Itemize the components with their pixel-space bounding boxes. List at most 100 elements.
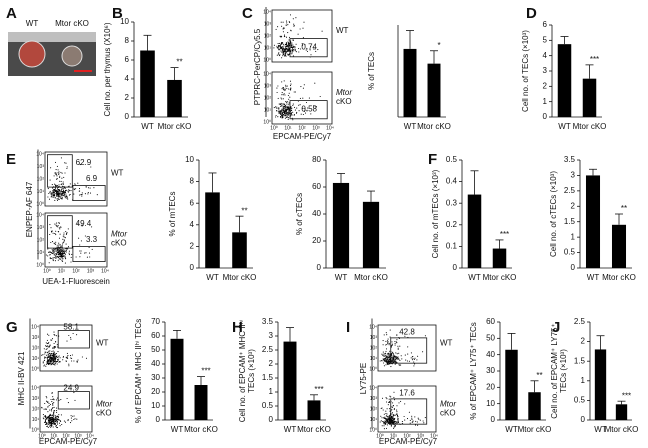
flow-event bbox=[53, 194, 55, 196]
flow-event bbox=[49, 224, 51, 226]
flow-event bbox=[416, 359, 418, 361]
flow-event bbox=[58, 227, 60, 229]
flow-event bbox=[50, 227, 52, 229]
flow-event bbox=[47, 406, 49, 408]
flow-event bbox=[285, 45, 288, 48]
flow-event bbox=[55, 169, 57, 171]
flow-event bbox=[55, 184, 57, 186]
flow-event bbox=[281, 98, 283, 100]
flow-event bbox=[273, 107, 275, 109]
flow-event bbox=[295, 43, 297, 45]
flow-event bbox=[85, 186, 87, 188]
flow-event bbox=[293, 49, 295, 51]
y-axis-label: % of EPCAM⁺ MHC IIʰⁱ TECs bbox=[134, 319, 143, 424]
flow-event bbox=[87, 187, 90, 189]
flow-event bbox=[66, 357, 68, 359]
flow-event bbox=[381, 407, 383, 409]
flow-event bbox=[409, 422, 411, 424]
flow-event bbox=[282, 28, 284, 30]
flow-event bbox=[53, 423, 55, 425]
flow-event bbox=[50, 360, 52, 362]
flow-event bbox=[388, 361, 390, 363]
flow-event bbox=[55, 361, 57, 363]
y-tick-label: 50 bbox=[486, 333, 495, 342]
flow-event bbox=[54, 187, 57, 189]
flow-event bbox=[60, 157, 62, 159]
flow-event bbox=[79, 250, 81, 252]
flow-event bbox=[383, 357, 385, 360]
flow-event bbox=[52, 402, 54, 404]
flow-event bbox=[390, 396, 392, 398]
flow-event bbox=[74, 418, 76, 420]
flow-event bbox=[385, 355, 387, 357]
flow-event bbox=[280, 102, 282, 104]
flow-event bbox=[73, 360, 75, 362]
sample-label: cKO bbox=[96, 409, 112, 418]
flow-event bbox=[51, 184, 53, 186]
flow-event bbox=[56, 397, 58, 399]
flow-event bbox=[276, 54, 278, 56]
flow-frame bbox=[39, 324, 93, 372]
flow-event bbox=[310, 113, 312, 115]
flow-event bbox=[385, 350, 387, 352]
sample-label: Mtor bbox=[111, 230, 127, 239]
flow-event bbox=[53, 192, 56, 194]
flow-event bbox=[391, 357, 393, 359]
flow-event bbox=[53, 351, 55, 353]
flow-event bbox=[303, 21, 305, 23]
flow-event bbox=[283, 49, 285, 51]
flow-event bbox=[61, 250, 63, 252]
flow-event bbox=[62, 181, 64, 183]
flow-event bbox=[285, 84, 287, 86]
flow-event bbox=[388, 398, 390, 400]
flow-event bbox=[48, 419, 50, 421]
flow-event bbox=[62, 235, 64, 237]
flow-event bbox=[290, 108, 292, 110]
flow-event bbox=[54, 359, 56, 361]
flow-event bbox=[419, 419, 421, 421]
flow-event bbox=[44, 351, 46, 353]
flow-event bbox=[63, 254, 65, 256]
flow-event bbox=[392, 416, 394, 418]
flow-event bbox=[275, 28, 277, 30]
flow-event bbox=[56, 199, 59, 202]
flow-event bbox=[49, 357, 51, 359]
flow-event bbox=[63, 234, 65, 236]
flow-event bbox=[293, 91, 295, 93]
flow-event bbox=[44, 408, 47, 410]
x-tick-label: Mtor cKO bbox=[297, 425, 331, 434]
flow-event bbox=[66, 232, 68, 234]
flow-event bbox=[394, 361, 396, 363]
flow-event bbox=[384, 360, 387, 362]
flow-event bbox=[277, 116, 279, 118]
flow-event bbox=[64, 192, 66, 194]
flow-event bbox=[55, 419, 57, 421]
flow-event bbox=[292, 18, 294, 20]
y-axis-label: Cell no. of mTECs (×10³) bbox=[431, 169, 440, 258]
flow-event bbox=[400, 400, 402, 402]
y-tick-label: 1.5 bbox=[262, 373, 274, 382]
flow-event bbox=[388, 417, 390, 419]
flow-event bbox=[63, 232, 65, 234]
flow-event bbox=[290, 89, 292, 91]
bar bbox=[505, 349, 518, 420]
flow-event bbox=[64, 256, 66, 258]
flow-event bbox=[80, 250, 82, 252]
flow-event bbox=[64, 195, 66, 197]
flow-event bbox=[46, 361, 48, 363]
flow-tick-label: 10² bbox=[37, 176, 45, 182]
flow-event bbox=[67, 419, 69, 421]
flow-event bbox=[389, 401, 391, 404]
flow-event bbox=[281, 112, 283, 114]
flow-event bbox=[289, 80, 292, 82]
flow-event bbox=[391, 343, 393, 345]
flow-event bbox=[62, 260, 64, 262]
flow-event bbox=[387, 352, 389, 354]
flow-event bbox=[51, 347, 54, 349]
bar bbox=[170, 338, 184, 420]
flow-event bbox=[383, 353, 385, 355]
flow-gate bbox=[289, 38, 328, 58]
flow-event bbox=[283, 103, 286, 105]
flow-event bbox=[52, 354, 55, 357]
flow-event bbox=[63, 236, 65, 238]
